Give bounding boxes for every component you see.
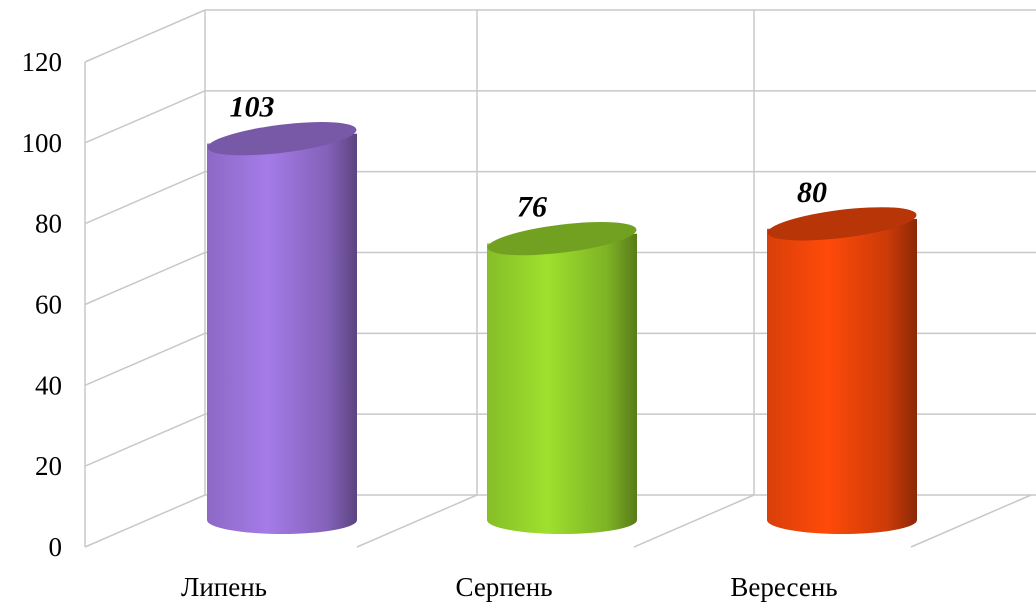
y-tick-label: 100 [22, 128, 63, 158]
side-gridline-0 [84, 494, 206, 548]
floor-line [633, 494, 755, 548]
y-tick-label: 40 [35, 370, 62, 400]
bar [767, 207, 917, 534]
y-axis: 0 20 40 60 80 100 120 [22, 47, 63, 562]
y-tick-label: 60 [35, 290, 62, 320]
bar-top [487, 222, 637, 256]
bar-body [767, 218, 917, 534]
floor-line [910, 494, 1032, 548]
category-label: Липень [181, 572, 267, 602]
side-gridline-80 [84, 170, 206, 225]
side-gridline-60 [84, 251, 206, 306]
bars [207, 122, 917, 535]
floor-line [356, 494, 478, 548]
y-tick-label: 120 [22, 47, 63, 77]
bar [487, 222, 637, 535]
y-tick-label: 0 [49, 532, 63, 562]
side-gridline-120 [84, 9, 206, 63]
category-label: Вересень [730, 572, 837, 602]
y-tick-label: 20 [35, 451, 62, 481]
bar-top [767, 207, 917, 241]
side-gridline-100 [84, 90, 206, 144]
bar-top [207, 122, 357, 156]
data-label: 103 [230, 91, 275, 124]
data-label: 76 [517, 191, 547, 224]
data-label: 80 [797, 176, 827, 209]
labels: 103 Липень 76 Серпень 80 Вересень [181, 91, 838, 602]
category-label: Серпень [455, 572, 552, 602]
y-tick-label: 80 [35, 209, 62, 239]
bar-body [487, 233, 637, 535]
bar [207, 122, 357, 535]
side-gridline-40 [84, 332, 206, 387]
side-gridline-20 [84, 413, 206, 467]
bar-body [207, 133, 357, 535]
